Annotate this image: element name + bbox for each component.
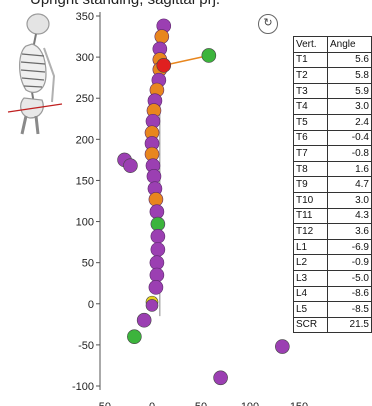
vert-cell: L4 (293, 285, 328, 303)
x-tick-label: 150 (290, 401, 308, 406)
x-tick-label: -50 (95, 401, 111, 406)
angle-cell: 4.3 (327, 207, 372, 225)
vert-cell: L5 (293, 301, 328, 318)
data-point (213, 370, 228, 386)
table-row: T8 1.6 (293, 160, 372, 178)
y-tick-label: 0 (88, 299, 94, 311)
angle-cell: -8.6 (327, 285, 372, 303)
data-point (156, 58, 172, 73)
spine-point (149, 255, 165, 270)
vert-cell: T10 (293, 191, 328, 209)
table-row: L2 -0.9 (293, 254, 372, 271)
x-tick-label: 50 (195, 401, 207, 406)
y-tick-label: 300 (76, 52, 94, 64)
vert-cell: T6 (293, 129, 328, 147)
vert-cell: T9 (293, 176, 328, 193)
spine-point (148, 280, 164, 295)
y-tick-label: 150 (76, 175, 94, 187)
table-row: T2 5.8 (293, 67, 372, 84)
vert-cell: T1 (293, 51, 328, 69)
table-row: T3 5.9 (293, 82, 372, 100)
table-row: T12 3.6 (293, 223, 372, 240)
table-row: L1 -6.9 (293, 238, 372, 256)
y-tick-label: 100 (76, 217, 94, 229)
skeleton-thumbnail (7, 13, 63, 135)
table-row: T1 5.6 (293, 51, 372, 69)
table-row: L5 -8.5 (293, 301, 372, 318)
spine-point (148, 192, 164, 207)
angle-cell: -8.5 (327, 301, 372, 318)
angle-cell: 21.5 (327, 316, 372, 334)
data-point (127, 329, 142, 344)
vert-cell: L1 (293, 238, 328, 256)
vert-cell: T11 (293, 207, 328, 225)
angle-cell: 3.6 (327, 223, 372, 240)
angle-table: Vert. Angle T1 5.6 T2 5.8 T3 5.9 T4 3.0 T5 2.4 T6-… (293, 36, 372, 334)
table-row: T9 4.7 (293, 176, 372, 193)
table-row: T7 -0.8 (293, 145, 372, 162)
y-tick-label: 200 (76, 134, 94, 146)
table-row: L3 -5.0 (293, 269, 372, 287)
spine-point (149, 204, 165, 219)
table-row: T4 3.0 (293, 98, 372, 115)
x-tick-label: 100 (241, 401, 259, 406)
spine-point (154, 29, 170, 44)
table-row: T5 2.4 (293, 113, 372, 131)
vert-cell: T3 (293, 82, 328, 100)
spine-point (150, 216, 166, 232)
y-tick-label: -100 (72, 381, 94, 393)
data-point (275, 339, 290, 354)
table-row: SCR 21.5 (293, 316, 372, 334)
angle-cell: -0.4 (327, 129, 372, 147)
angle-cell: 5.9 (327, 82, 372, 100)
angle-cell: 4.7 (327, 176, 372, 193)
data-point (136, 312, 152, 328)
vert-cell: L2 (293, 254, 328, 271)
table-row: T6 -0.4 (293, 129, 372, 147)
spine-point (150, 229, 166, 244)
y-tick-label: 250 (76, 93, 94, 105)
table-row: L4 -8.6 (293, 285, 372, 303)
x-tick-label: 0 (149, 401, 155, 406)
y-tick-label: 50 (82, 258, 94, 270)
vert-cell: T8 (293, 160, 328, 178)
data-point (123, 158, 138, 173)
angle-cell: 1.6 (327, 160, 372, 178)
angle-cell: -6.9 (327, 238, 372, 256)
vert-cell: T4 (293, 98, 328, 115)
table-header-row: Vert. Angle (293, 36, 372, 53)
angle-cell: 3.0 (327, 98, 372, 115)
y-tick-label: 350 (76, 11, 94, 23)
vert-cell: T7 (293, 145, 328, 162)
column-header-angle: Angle (327, 36, 372, 53)
angle-cell: 2.4 (327, 113, 372, 131)
column-header-vert: Vert. (293, 36, 328, 53)
angle-cell: 5.8 (327, 67, 372, 84)
data-point (201, 48, 217, 63)
vert-cell: L3 (293, 269, 328, 287)
table-row: T10 3.0 (293, 191, 372, 209)
vert-cell: T12 (293, 223, 328, 240)
angle-cell: -0.9 (327, 254, 372, 271)
connector-line (163, 54, 210, 67)
angle-cell: -0.8 (327, 145, 372, 162)
y-tick-label: -50 (78, 340, 94, 352)
spine-point (150, 242, 166, 257)
vert-cell: T2 (293, 67, 328, 84)
chart-title: Upright standing, sagittal prj. (30, 0, 220, 8)
data-point (145, 299, 159, 312)
angle-cell: -5.0 (327, 269, 372, 287)
angle-cell: 5.6 (327, 51, 372, 69)
rotate-view-icon[interactable]: ↻ (258, 14, 278, 34)
spine-point (146, 169, 162, 184)
vert-cell: T5 (293, 113, 328, 131)
vert-cell: SCR (293, 316, 328, 334)
table-row: T11 4.3 (293, 207, 372, 225)
spine-point (149, 267, 165, 283)
angle-cell: 3.0 (327, 191, 372, 209)
